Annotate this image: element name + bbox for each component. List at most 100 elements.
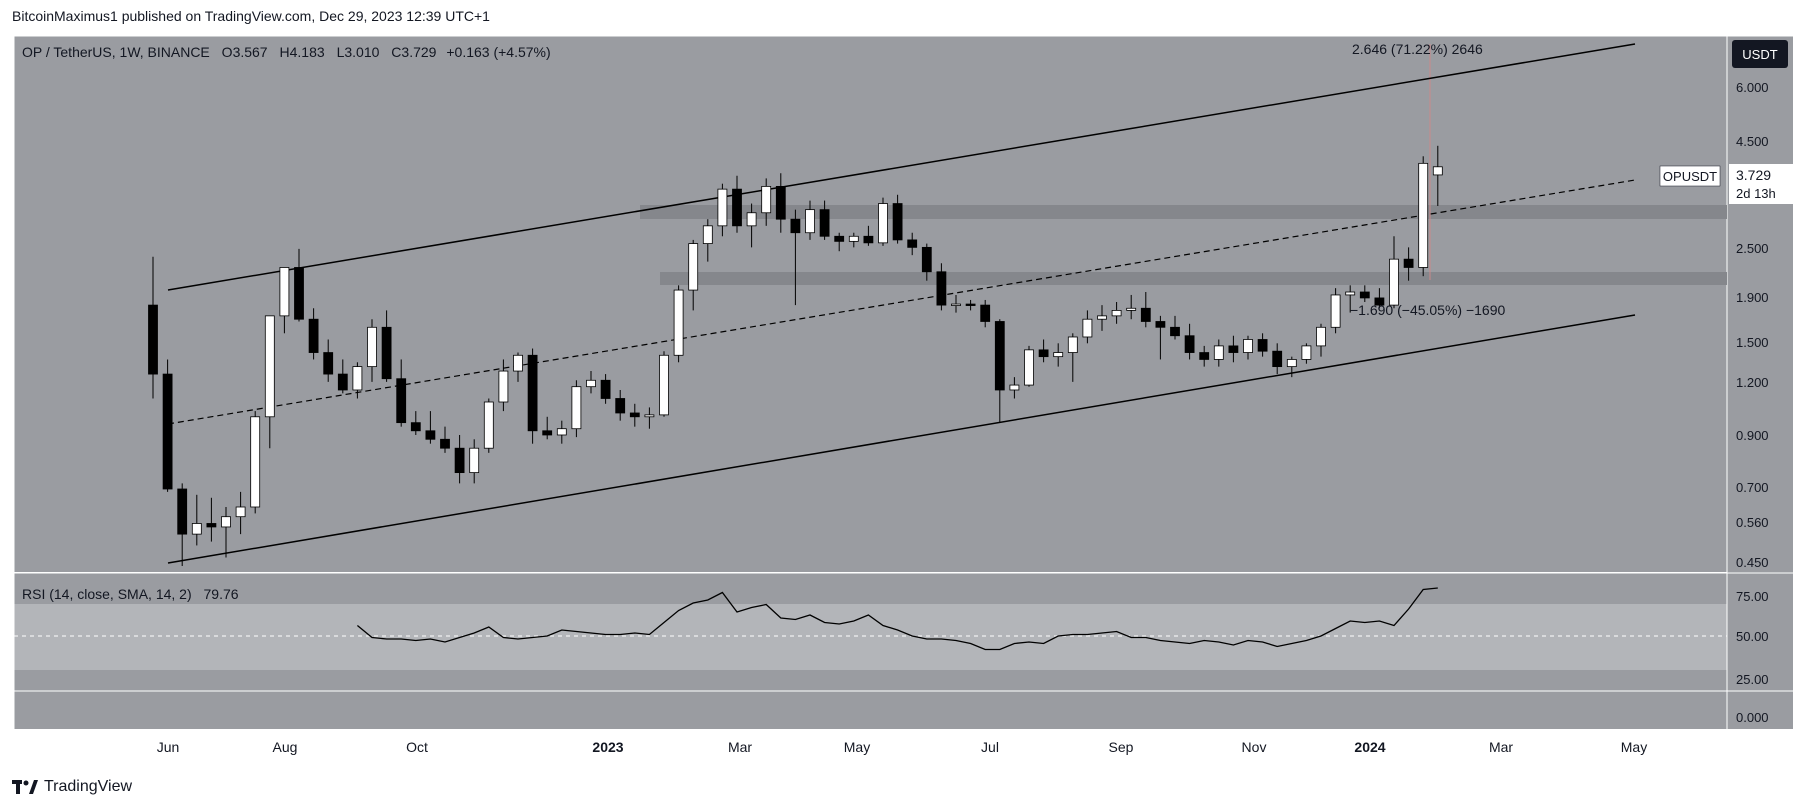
candle-body [1024, 349, 1034, 386]
time-axis-bg [14, 691, 1727, 729]
legend-low-label: L [337, 44, 345, 60]
currency-button-label[interactable]: USDT [1742, 47, 1777, 62]
rsi-tick: 50.00 [1736, 629, 1769, 644]
channel-lower-line[interactable] [167, 314, 1636, 564]
candle-body [1316, 326, 1326, 347]
candle-body [1213, 345, 1224, 360]
candle-body [746, 212, 757, 227]
legend-open-label: O [222, 44, 233, 60]
candle-body [1359, 291, 1370, 299]
candle-body [1140, 307, 1151, 322]
candle-body [264, 315, 275, 418]
candle-body [1228, 345, 1239, 353]
price-tick: 6.000 [1736, 80, 1769, 95]
candle-body [162, 373, 173, 490]
candle-body [294, 267, 304, 320]
price-tick: 0.700 [1736, 480, 1769, 495]
candle-body [148, 304, 158, 375]
channel-upper-line[interactable] [167, 43, 1636, 291]
candle-body [1053, 352, 1064, 358]
candle-body [1170, 326, 1180, 337]
rsi-label: RSI (14, close, SMA, 14, 2) [22, 586, 192, 602]
candle-body [629, 412, 640, 418]
candle-body [1111, 310, 1122, 317]
channel-mid-line[interactable] [167, 179, 1636, 425]
time-label: 2023 [592, 739, 623, 755]
candle-body [805, 209, 815, 234]
candle-body [1272, 350, 1283, 368]
symbol-tag [1659, 165, 1721, 187]
candle-body [396, 378, 407, 424]
candle-body [498, 370, 509, 403]
candle-body [965, 303, 976, 306]
legend-high-label: H [280, 44, 290, 60]
candle-body [673, 289, 684, 356]
candle-body [615, 398, 626, 414]
candle-body [892, 203, 903, 241]
rsi-tick: 25.00 [1736, 672, 1769, 687]
candle-body [279, 267, 290, 317]
current-price-value: 3.729 [1736, 167, 1771, 183]
price-tick: 2.500 [1736, 241, 1769, 256]
candle-body [513, 354, 523, 372]
candle-body [571, 386, 582, 430]
time-label: Oct [406, 739, 428, 755]
candle-body [454, 447, 465, 474]
candle-body [1038, 349, 1049, 358]
candles-group [148, 145, 1443, 566]
candle-body [425, 430, 436, 440]
candle-body [177, 488, 188, 535]
candle-body [848, 235, 859, 242]
candle-body [1389, 258, 1399, 306]
candle-body [337, 373, 348, 391]
candle-body [1184, 335, 1195, 353]
candle-body [921, 246, 932, 273]
candle-body [775, 185, 786, 220]
support-zone [660, 272, 1727, 285]
legend-close-label: C [391, 44, 401, 60]
legend-high: 4.183 [290, 44, 325, 60]
candle-body [1374, 297, 1385, 306]
candle-body [235, 506, 246, 518]
candle-body [352, 366, 363, 391]
candle-body [1243, 339, 1253, 353]
candle-body [1082, 318, 1093, 338]
legend-line: OP / TetherUS, 1W, BINANCE O3.567 H4.183… [22, 44, 551, 60]
time-label: Sep [1109, 739, 1134, 755]
price-tick: 1.900 [1736, 290, 1769, 305]
currency-button[interactable] [1732, 40, 1788, 68]
candle-body [542, 430, 553, 436]
candle-body [863, 235, 874, 244]
price-tick: 1.500 [1736, 335, 1769, 350]
rsi-value: 79.76 [204, 586, 239, 602]
candle-body [410, 422, 421, 432]
legend-close: 3.729 [401, 44, 436, 60]
candle-body [951, 303, 961, 306]
time-label: Aug [273, 739, 298, 755]
time-label: Jun [157, 739, 180, 755]
candle-body [1286, 359, 1297, 368]
candle-body [761, 185, 772, 214]
candle-body [1403, 258, 1414, 268]
legend-low: 3.010 [344, 44, 379, 60]
candle-body [1330, 294, 1341, 328]
countdown: 2d 13h [1736, 186, 1776, 201]
price-tick: 0.900 [1736, 428, 1769, 443]
time-label: May [844, 739, 870, 755]
candle-body [644, 414, 655, 418]
candle-body [323, 352, 334, 375]
candle-body [191, 523, 202, 535]
candle-body [1345, 291, 1356, 296]
candle-body [469, 447, 480, 474]
footer-logo[interactable]: TradingView [12, 778, 132, 796]
rsi-legend: RSI (14, close, SMA, 14, 2) 79.76 [22, 586, 239, 602]
rsi-tick: 75.00 [1736, 589, 1769, 604]
time-label: Jul [981, 739, 999, 755]
candle-body [790, 218, 801, 234]
candle-body [936, 271, 947, 306]
candle-body [483, 401, 494, 449]
legend-change: +0.163 (+4.57%) [446, 44, 550, 60]
price-tick: 0.450 [1736, 555, 1769, 570]
time-label: May [1621, 739, 1647, 755]
